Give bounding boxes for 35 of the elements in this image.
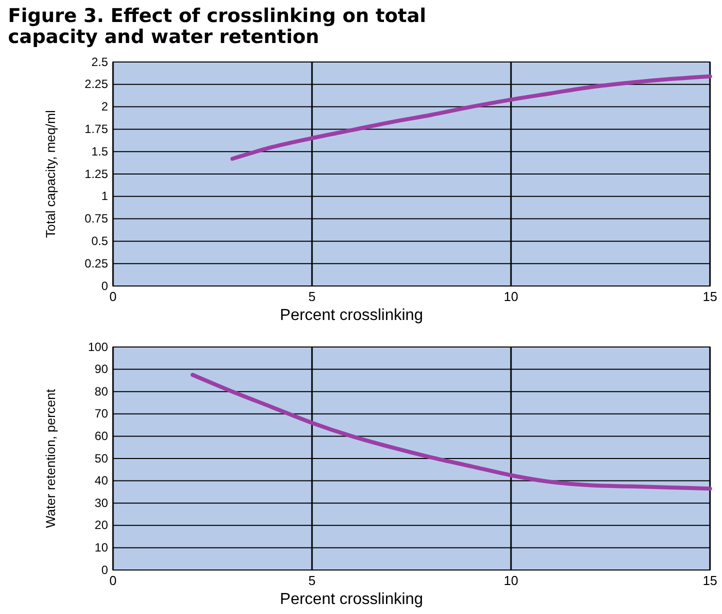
line-series: [190, 372, 712, 491]
y-tick-label: 0.75: [84, 212, 108, 226]
y-tick-label: 0.5: [91, 234, 108, 248]
y-tick-label: 10: [94, 540, 108, 555]
y-tick-label: 1.25: [84, 166, 108, 181]
y-tick-label: 2: [101, 100, 108, 114]
y-tick-label: 50: [94, 451, 108, 466]
y-tick-label: 40: [94, 474, 108, 488]
x-tick-label: 5: [308, 573, 316, 588]
y-tick-label: 30: [94, 496, 108, 510]
y-tick-label: 100: [88, 340, 108, 354]
x-tick-label: 10: [504, 289, 518, 304]
x-tick-label: 15: [702, 289, 718, 304]
y-tick-label: 0: [101, 562, 108, 577]
chart-title: Figure 3. Effect of crosslinking on total capacity and water retention: [8, 5, 426, 48]
y-tick-label: 2.25: [84, 77, 108, 92]
y-axis-title: Total capacity, meq/ml: [43, 110, 58, 238]
x-tick-label: 5: [308, 289, 316, 304]
y-tick-label: 1.5: [91, 144, 108, 158]
y-tick-label: 20: [94, 518, 108, 532]
y-tick-label: 0: [101, 278, 108, 293]
y-tick-label: 2.5: [91, 54, 108, 69]
y-axis-title: Water retention, percent: [43, 388, 58, 528]
x-axis-title: Percent crosslinking: [280, 307, 424, 324]
x-axis-title: Percent crosslinking: [280, 591, 424, 608]
y-tick-label: 80: [94, 384, 108, 398]
y-tick-label: 60: [94, 429, 108, 444]
x-tick-label: 15: [702, 573, 718, 588]
y-tick-label: 70: [94, 406, 108, 421]
line-series: [230, 74, 712, 161]
y-tick-label: 1: [101, 189, 108, 204]
y-tick-label: 0.25: [84, 256, 108, 270]
y-tick-label: 1.75: [84, 122, 108, 136]
x-tick-label: 10: [504, 573, 518, 588]
y-tick-label: 90: [94, 362, 108, 376]
